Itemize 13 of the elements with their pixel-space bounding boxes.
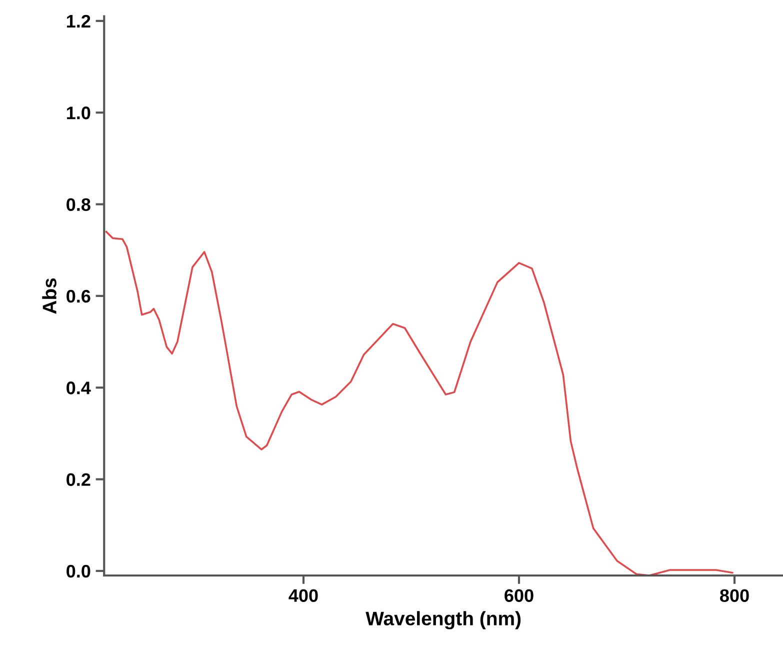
y-tick-label: 0.4	[66, 382, 91, 394]
x-tick-label: 800	[720, 589, 749, 602]
y-tick-label: 0.6	[66, 290, 90, 303]
y-tick-label: 0.0	[66, 564, 90, 578]
y-tick-label: 1.2	[66, 14, 90, 28]
x-axis-title: Wavelength (nm)	[366, 611, 521, 630]
y-tick-label: 0.8	[66, 198, 90, 211]
y-tick-label: 0.2	[66, 473, 90, 486]
line-series	[105, 230, 734, 576]
x-tick-label: 600	[504, 589, 534, 602]
y-axis-title: Abs	[42, 278, 56, 314]
y-tick-label: 1.0	[66, 106, 90, 120]
x-tick-label: 400	[288, 589, 318, 602]
